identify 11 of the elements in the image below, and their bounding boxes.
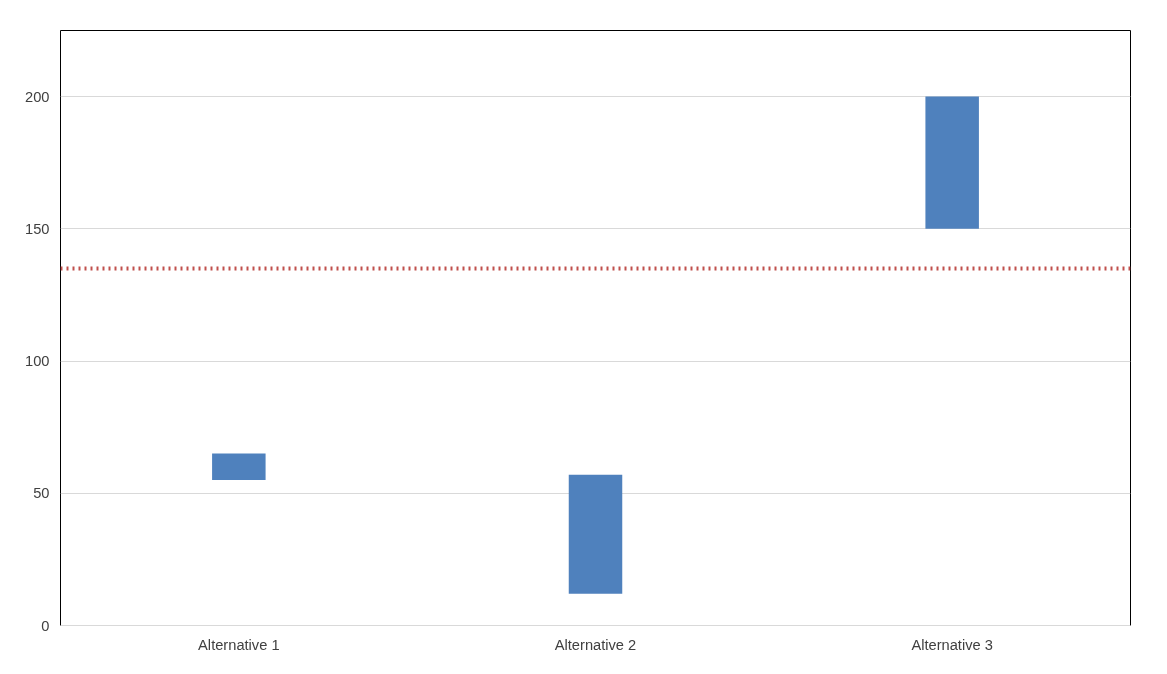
x-tick-label: Alternative 3 — [911, 636, 993, 653]
x-tick-label: Alternative 2 — [554, 636, 637, 653]
y-tick-label: 100 — [25, 353, 50, 370]
y-tick-label: 50 — [33, 485, 50, 502]
bar — [925, 96, 979, 229]
bar — [568, 474, 623, 594]
x-tick-label: Alternative 1 — [198, 636, 280, 653]
y-tick-label: 0 — [41, 617, 50, 634]
y-tick-label: 200 — [25, 88, 50, 105]
y-tick-label: 150 — [25, 220, 50, 237]
bar — [212, 453, 266, 481]
